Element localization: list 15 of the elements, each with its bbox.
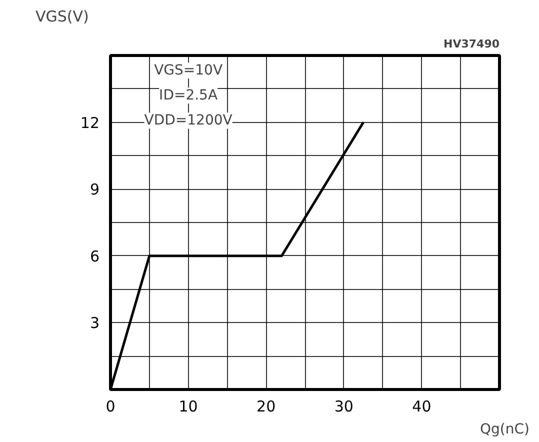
annotation: VGS=10V xyxy=(154,62,223,79)
text: HV37490 xyxy=(444,38,500,50)
annotation: VDD=1200V xyxy=(144,112,233,129)
y-tick-label: 6 xyxy=(90,247,100,266)
x-tick-label: 10 xyxy=(178,398,198,416)
annotation: ID=2.5A xyxy=(159,88,218,104)
x-tick-label: 30 xyxy=(334,398,354,416)
x-axis-title: Qg(nC) xyxy=(480,422,530,438)
y-tick-label: 3 xyxy=(90,314,100,332)
x-tick-label: 0 xyxy=(106,398,116,416)
x-tick-label: 40 xyxy=(412,398,432,416)
y-axis-title: VGS(V) xyxy=(36,8,89,26)
y-tick-label: 9 xyxy=(90,180,100,199)
y-tick-label: 12 xyxy=(80,114,100,132)
x-tick-label: 20 xyxy=(256,398,276,416)
